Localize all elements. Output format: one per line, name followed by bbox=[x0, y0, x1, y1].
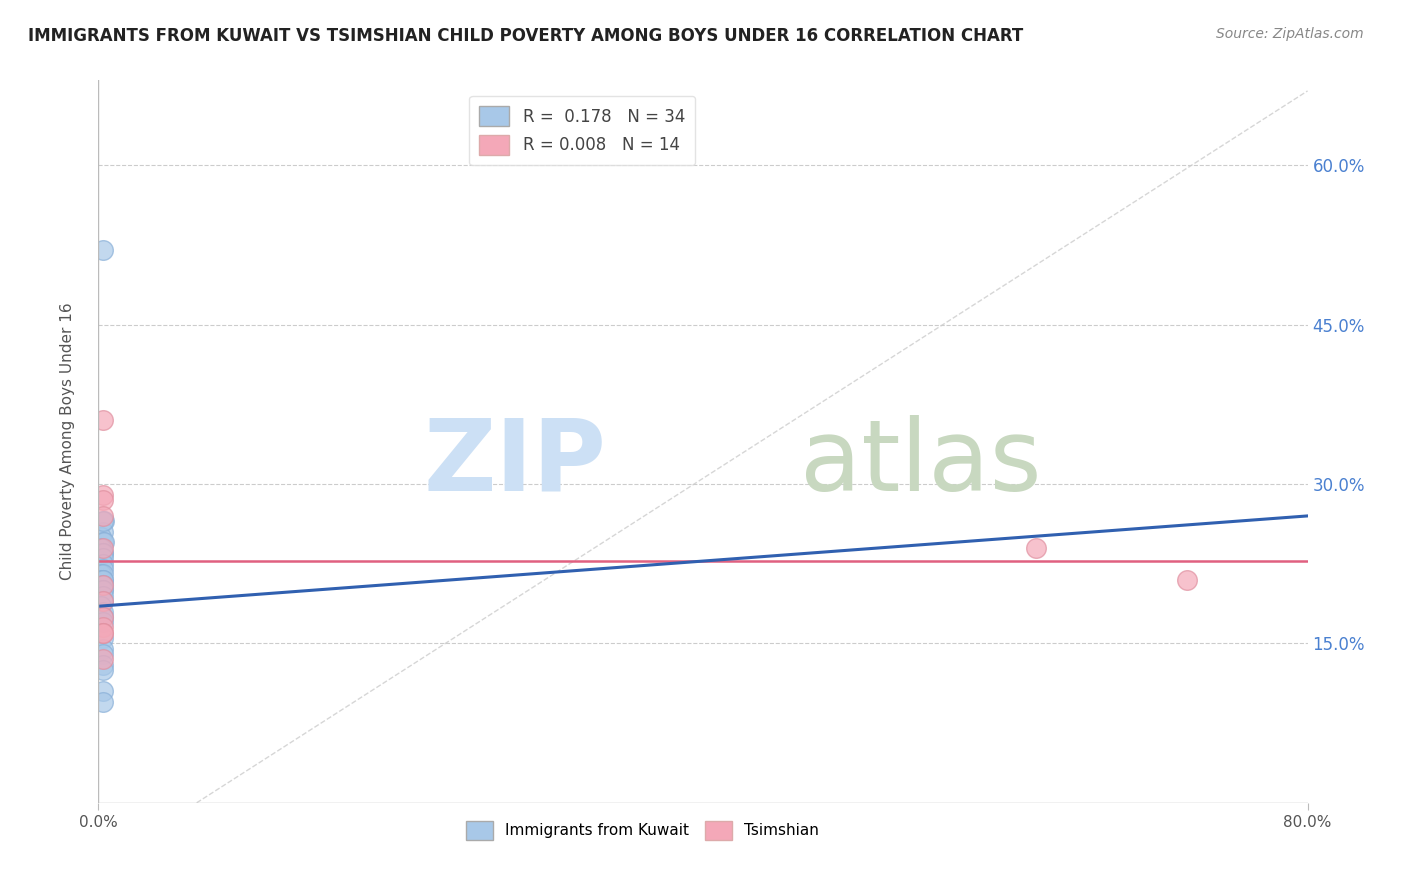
Point bbox=[91, 625, 114, 640]
Point bbox=[91, 524, 114, 539]
Point bbox=[91, 578, 114, 592]
Point bbox=[91, 605, 114, 619]
Point bbox=[91, 413, 114, 427]
Point bbox=[91, 508, 114, 523]
Point bbox=[91, 695, 114, 709]
Point bbox=[91, 546, 114, 560]
Point bbox=[91, 546, 114, 560]
Point bbox=[91, 578, 114, 592]
Point bbox=[91, 562, 114, 576]
Point bbox=[91, 610, 114, 624]
Point bbox=[1175, 573, 1198, 587]
Point bbox=[91, 594, 114, 608]
Point bbox=[91, 573, 114, 587]
Point bbox=[91, 514, 114, 528]
Point bbox=[91, 615, 114, 630]
Legend: Immigrants from Kuwait, Tsimshian: Immigrants from Kuwait, Tsimshian bbox=[460, 815, 825, 846]
Point bbox=[91, 610, 114, 624]
Point bbox=[91, 551, 114, 566]
Point bbox=[91, 631, 114, 645]
Point bbox=[91, 684, 114, 698]
Point bbox=[93, 514, 115, 528]
Point bbox=[91, 535, 114, 549]
Point bbox=[90, 573, 112, 587]
Point bbox=[91, 594, 114, 608]
Text: ZIP: ZIP bbox=[423, 415, 606, 512]
Point bbox=[91, 567, 114, 582]
Point bbox=[1024, 541, 1046, 555]
Point bbox=[91, 557, 114, 571]
Point bbox=[91, 244, 114, 258]
Point bbox=[91, 488, 114, 502]
Point bbox=[91, 493, 114, 508]
Point bbox=[91, 652, 114, 666]
Text: atlas: atlas bbox=[800, 415, 1042, 512]
Point bbox=[90, 567, 112, 582]
Point bbox=[91, 641, 114, 656]
Point bbox=[91, 573, 114, 587]
Point bbox=[91, 647, 114, 661]
Point bbox=[91, 583, 114, 598]
Point bbox=[91, 657, 114, 672]
Point bbox=[90, 541, 112, 555]
Point bbox=[91, 583, 114, 598]
Text: Source: ZipAtlas.com: Source: ZipAtlas.com bbox=[1216, 27, 1364, 41]
Point bbox=[91, 625, 114, 640]
Point bbox=[91, 541, 114, 555]
Y-axis label: Child Poverty Among Boys Under 16: Child Poverty Among Boys Under 16 bbox=[60, 302, 75, 581]
Point bbox=[93, 535, 115, 549]
Point bbox=[91, 620, 114, 634]
Point bbox=[91, 589, 114, 603]
Text: IMMIGRANTS FROM KUWAIT VS TSIMSHIAN CHILD POVERTY AMONG BOYS UNDER 16 CORRELATIO: IMMIGRANTS FROM KUWAIT VS TSIMSHIAN CHIL… bbox=[28, 27, 1024, 45]
Point bbox=[90, 599, 112, 614]
Point bbox=[91, 663, 114, 677]
Point bbox=[90, 530, 112, 544]
